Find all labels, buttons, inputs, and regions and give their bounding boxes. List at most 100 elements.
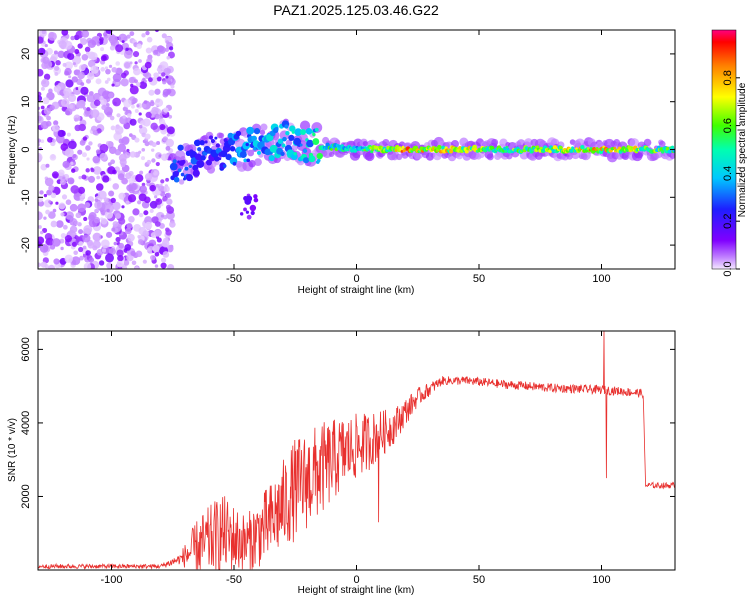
spectrogram-noise-blob <box>92 166 102 175</box>
snr-series-line <box>38 331 675 570</box>
spectrogram-noise-blob <box>156 76 162 82</box>
spectrogram-noise-blob <box>96 128 102 134</box>
spectrogram-noise-blob <box>126 113 132 118</box>
spectrogram-noise-blob <box>121 205 125 209</box>
spectrogram-halo-blob <box>524 138 533 147</box>
spectrogram-noise-blob <box>165 204 172 211</box>
spectrogram-noise-blob <box>38 153 43 162</box>
spectrogram-noise-blob <box>160 179 165 184</box>
spectrogram-noise-blob <box>69 203 78 212</box>
spectrogram-noise-blob <box>39 30 47 37</box>
spectrogram-noise-blob <box>138 112 142 116</box>
spectrogram-noise-blob <box>110 197 116 204</box>
spectrogram-noise-blob <box>64 235 73 243</box>
spectrogram-noise-blob <box>138 59 142 63</box>
spectrogram-noise-blob <box>86 157 90 161</box>
spectrogram-ridge-point <box>173 176 180 183</box>
spectrogram-noise-blob <box>139 185 148 193</box>
spectrogram-noise-blob <box>78 123 86 132</box>
spectrogram-halo-blob <box>486 153 494 161</box>
spectrogram-noise-blob <box>165 227 170 233</box>
spectrogram-noise-blob <box>145 47 152 54</box>
spectrogram-noise-blob <box>42 97 50 105</box>
spectrogram-noise-blob <box>39 190 44 195</box>
spectrogram-noise-blob <box>166 55 171 60</box>
spectrogram-ridge-point <box>586 147 590 150</box>
spectrogram-noise-blob <box>156 140 161 145</box>
snr-panel: -100 -50 0 50 100 2000 4000 6000 Height of str… <box>7 330 676 596</box>
spectrogram-noise-blob <box>50 192 57 199</box>
spectrogram-halo-blob <box>395 153 403 161</box>
spectrogram-noise-blob <box>82 234 91 243</box>
spectrogram-noise-blob <box>78 241 84 247</box>
spectrogram-noise-blob <box>168 114 173 119</box>
spectrogram-noise-blob <box>99 143 109 153</box>
spectrogram-noise-blob <box>142 259 147 264</box>
spectrogram-noise-blob <box>158 154 162 158</box>
spectrogram-ridge-point <box>665 146 670 151</box>
spectrogram-noise-blob <box>110 125 116 131</box>
spectrogram-noise-blob <box>65 199 72 206</box>
spectrogram-x-label: Height of straight line (km) <box>298 285 415 296</box>
spectrogram-noise-blob <box>125 227 132 235</box>
spectrogram-noise-blob <box>78 99 86 107</box>
spectrogram-noise-blob <box>134 266 139 269</box>
spectrogram-noise-blob <box>78 246 84 253</box>
spectrogram-noise-blob <box>86 107 91 112</box>
spectrogram-noise-blob <box>95 149 101 155</box>
spectrogram-noise-blob <box>95 78 102 85</box>
spectrogram-noise-blob <box>82 136 88 141</box>
spectrogram-ridge-point <box>196 159 205 168</box>
figure-title: PAZ1.2025.125.03.46.G22 <box>273 2 439 18</box>
spectrogram-noise-blob <box>100 239 110 249</box>
spectrogram-noise-blob <box>115 44 124 53</box>
spectrogram-ridge-point <box>199 140 205 146</box>
spectrogram-noise-blob <box>128 76 136 84</box>
x-tick-label: 0 <box>353 273 359 285</box>
spectrogram-ridge-point <box>504 149 508 153</box>
spectrogram-noise-blob <box>38 47 46 56</box>
spectrogram-ridge-point <box>188 164 192 169</box>
spectrogram-noise-blob <box>138 212 144 218</box>
spectrogram-noise-blob <box>118 192 126 200</box>
spectrogram-noise-blob <box>109 45 116 51</box>
spectrogram-noise-blob <box>78 229 84 235</box>
spectrogram-noise-blob <box>102 32 108 37</box>
spectrogram-noise-blob <box>60 232 67 239</box>
spectrogram-ridge-point <box>180 172 185 177</box>
spectrogram-noise-blob <box>120 78 129 87</box>
spectrogram-noise-blob <box>106 208 110 213</box>
spectrogram-noise-blob <box>150 254 156 261</box>
spectrogram-ridge-point <box>251 135 257 142</box>
spectrogram-noise-blob <box>142 103 147 109</box>
spectrogram-noise-blob <box>94 208 99 213</box>
spectrogram-ridge-point <box>274 126 279 131</box>
spectrogram-noise-blob <box>46 91 55 101</box>
spectrogram-noise-blob <box>105 204 114 213</box>
spectrogram-noise-blob <box>112 97 122 107</box>
spectrogram-noise-blob <box>45 209 50 215</box>
spectrogram-noise-blob <box>163 107 169 113</box>
spectrogram-ridge-point <box>314 127 319 132</box>
spectrogram-noise-blob <box>92 130 98 136</box>
snr-x-label: Height of straight line (km) <box>298 585 415 596</box>
spectrogram-noise-blob <box>62 160 70 169</box>
spectrogram-noise-blob <box>129 61 133 65</box>
spectrogram-noise-blob <box>92 240 101 249</box>
spectrogram-noise-blob <box>86 94 95 103</box>
spectrogram-noise-blob <box>54 72 59 76</box>
spectrogram-noise-blob <box>43 193 48 198</box>
colorbar-gradient <box>711 29 737 270</box>
spectrogram-noise-blob <box>38 211 43 221</box>
spectrogram-noise-blob <box>143 100 148 104</box>
spectrogram-noise-blob <box>46 115 52 121</box>
spectrogram-noise-blob <box>93 216 101 224</box>
spectrogram-noise-blob <box>53 50 58 55</box>
spectrogram-noise-blob <box>65 110 71 116</box>
spectrogram-noise-blob <box>143 79 147 83</box>
spectrogram-noise-blob <box>155 30 159 33</box>
spectrogram-noise-blob <box>100 218 108 225</box>
spectrogram-noise-blob <box>84 46 91 53</box>
spectrogram-noise-blob <box>90 65 99 74</box>
spectrogram-noise-blob <box>115 81 120 86</box>
